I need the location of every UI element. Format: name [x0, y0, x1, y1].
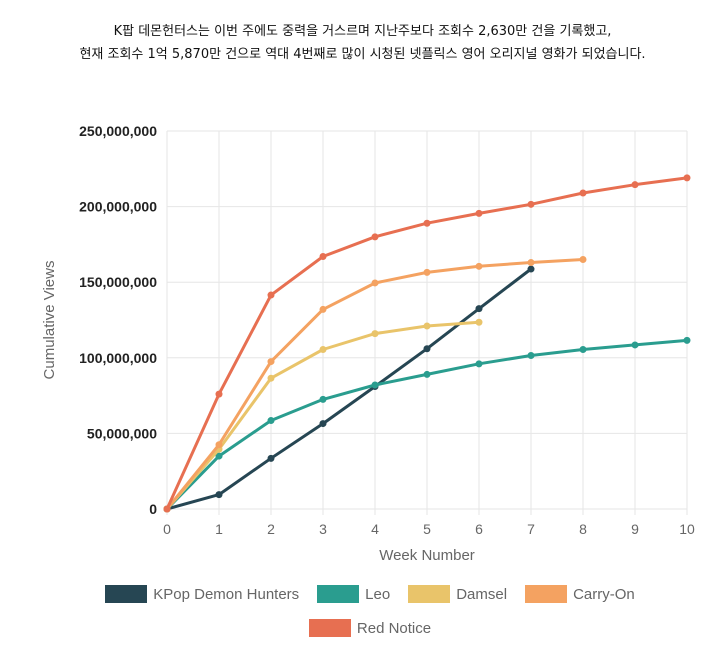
data-point-red-notice — [683, 174, 691, 182]
data-point-damsel — [371, 330, 379, 338]
legend-swatch — [317, 585, 360, 603]
y-tick-label: 200,000,000 — [79, 199, 157, 215]
x-tick-label: 7 — [527, 521, 535, 537]
data-point-red-notice — [631, 181, 639, 189]
data-point-damsel — [319, 345, 327, 353]
data-point-red-notice — [527, 200, 535, 208]
x-tick-label: 4 — [371, 521, 379, 537]
caption-line-1: K팝 데몬헌터스는 이번 주에도 중력을 거스르며 지난주보다 조회수 2,63… — [113, 24, 612, 39]
data-point-leo — [579, 345, 587, 353]
legend-item-leo[interactable]: Leo — [317, 585, 390, 603]
data-point-carry-on — [215, 441, 223, 449]
x-tick-label: 1 — [215, 521, 223, 537]
x-tick-label: 6 — [475, 521, 483, 537]
data-point-carry-on — [423, 268, 431, 276]
data-point-carry-on — [475, 262, 483, 270]
data-point-leo — [319, 395, 327, 403]
x-axis-title: Week Number — [379, 547, 475, 564]
data-point-leo — [475, 360, 483, 368]
data-point-carry-on — [527, 259, 535, 267]
data-point-kpop-demon-hunters — [215, 491, 223, 499]
legend-label: Red Notice — [356, 619, 432, 637]
data-point-damsel — [423, 322, 431, 330]
x-tick-label: 0 — [163, 521, 171, 537]
series-layer — [163, 174, 691, 513]
legend-item-red-notice[interactable]: Red Notice — [308, 619, 432, 637]
legend-item-carry-on[interactable]: Carry-On — [525, 585, 635, 603]
data-point-kpop-demon-hunters — [527, 265, 535, 273]
line-chart: 0 50,000,000 100,000,000 150,000,000 200,000… — [41, 123, 695, 564]
data-point-carry-on — [371, 279, 379, 287]
data-point-leo — [631, 341, 639, 349]
data-point-red-notice — [319, 252, 327, 260]
x-tick-label: 2 — [267, 521, 275, 537]
data-point-red-notice — [475, 209, 483, 217]
x-tick-label: 10 — [679, 521, 695, 537]
legend-label: Leo — [365, 585, 391, 603]
data-point-damsel — [267, 374, 275, 382]
series-carry-on — [163, 256, 587, 513]
data-point-kpop-demon-hunters — [475, 305, 483, 313]
y-tick-label: 150,000,000 — [79, 274, 157, 290]
y-tick-label: 250,000,000 — [79, 123, 157, 139]
legend-swatch — [308, 619, 351, 637]
legend-item-kpop-demon-hunters[interactable]: KPop Demon Hunters — [105, 585, 299, 603]
y-tick-label: 0 — [149, 501, 157, 517]
legend-label: KPop Demon Hunters — [153, 585, 300, 603]
x-tick-label: 5 — [423, 521, 431, 537]
data-point-kpop-demon-hunters — [423, 345, 431, 353]
data-point-red-notice — [267, 291, 275, 299]
data-point-carry-on — [579, 256, 587, 264]
x-tick-label: 8 — [579, 521, 587, 537]
data-point-carry-on — [267, 358, 275, 366]
data-point-kpop-demon-hunters — [267, 454, 275, 462]
legend-swatch — [525, 585, 568, 603]
chart-caption: K팝 데몬헌터스는 이번 주에도 중력을 거스르며 지난주보다 조회수 2,63… — [0, 20, 725, 66]
legend-item-damsel[interactable]: Damsel — [408, 585, 507, 603]
legend-label: Carry-On — [573, 585, 635, 603]
data-point-red-notice — [579, 189, 587, 197]
data-point-leo — [527, 352, 535, 360]
data-point-leo — [215, 452, 223, 460]
chart-legend: KPop Demon Hunters Leo Damsel Carry-On Red N… — [60, 585, 680, 637]
x-tick-label: 9 — [631, 521, 639, 537]
data-point-leo — [683, 336, 691, 344]
series-red-notice — [163, 174, 691, 513]
data-point-carry-on — [319, 305, 327, 313]
legend-label: Damsel — [456, 585, 508, 603]
y-axis-title: Cumulative Views — [41, 261, 58, 380]
legend-swatch — [408, 585, 451, 603]
axis-layer: 0 50,000,000 100,000,000 150,000,000 200,000… — [79, 123, 695, 537]
legend-swatch — [105, 585, 148, 603]
data-point-damsel — [475, 318, 483, 326]
data-point-red-notice — [371, 233, 379, 241]
x-tick-label: 3 — [319, 521, 327, 537]
data-point-kpop-demon-hunters — [319, 420, 327, 428]
data-point-red-notice — [423, 219, 431, 227]
y-tick-label: 50,000,000 — [87, 425, 157, 441]
data-point-leo — [267, 417, 275, 425]
data-point-red-notice — [163, 505, 171, 513]
data-point-red-notice — [215, 390, 223, 398]
y-tick-label: 100,000,000 — [79, 350, 157, 366]
data-point-leo — [371, 381, 379, 389]
data-point-leo — [423, 370, 431, 378]
series-line-kpop-demon-hunters — [165, 267, 533, 511]
caption-line-2: 현재 조회수 1억 5,870만 건으로 역대 4번째로 많이 시청된 넷플릭스… — [79, 47, 646, 62]
